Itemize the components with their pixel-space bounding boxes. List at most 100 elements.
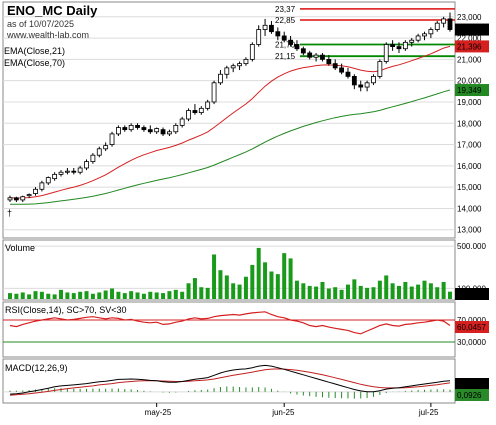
volume-bar <box>231 283 236 299</box>
volume-y-tick: 500.000 <box>457 242 486 251</box>
candle-body <box>39 182 45 190</box>
volume-panel: Volume <box>2 239 456 301</box>
rsi-line <box>9 311 451 335</box>
candle-body <box>383 44 389 62</box>
candle-body <box>224 67 230 75</box>
volume-bar <box>14 293 19 299</box>
macd-panel: MACD(12,26,9) <box>2 358 456 404</box>
macd-signal-line <box>9 368 451 396</box>
volume-bar <box>27 294 32 299</box>
volume-bar <box>224 275 229 299</box>
price-y-axis: 23,000 22,000 21,000 20,000 19,000 18,000 17,0… <box>457 13 482 235</box>
rsi-title: RSI(Close,14), SC>70, SV<30 <box>5 305 127 315</box>
candle-body <box>237 63 242 67</box>
volume-bar <box>65 292 70 299</box>
price-level-label: 23,37 <box>275 5 296 14</box>
volume-bar <box>84 291 89 299</box>
chart-title: ENO_MC Daily <box>7 3 98 18</box>
candle-body <box>64 170 70 173</box>
volume-last-tag: 56.360 <box>457 290 482 299</box>
volume-bar <box>154 292 159 299</box>
macd-line <box>9 364 451 395</box>
candle-body <box>179 118 185 126</box>
ema70-line <box>10 89 451 205</box>
volume-bar <box>314 286 319 299</box>
candle-body <box>256 29 262 45</box>
candle-body <box>269 24 274 33</box>
ema21-legend: EMA(Close,21) <box>4 46 65 56</box>
candle-body <box>122 127 128 131</box>
price-y-tick: 18,000 <box>457 119 482 128</box>
volume-bar <box>78 291 83 299</box>
candle-body <box>396 46 402 50</box>
candle-body <box>307 52 313 58</box>
volume-bar <box>263 262 268 299</box>
volume-bar <box>212 254 217 299</box>
macd-panel-frame <box>2 358 456 404</box>
candle-body <box>326 58 332 65</box>
volume-bar <box>135 292 140 299</box>
candle-body <box>135 124 140 128</box>
x-tick-label: may-25 <box>145 408 172 417</box>
candle-body <box>288 39 293 45</box>
price-y-tick: 20,000 <box>457 77 482 86</box>
volume-bar <box>294 280 299 299</box>
candle-body <box>211 82 217 103</box>
candle-body <box>358 84 364 88</box>
candle-body <box>128 124 134 131</box>
volume-bar <box>326 288 331 299</box>
volume-bar <box>307 285 312 299</box>
volume-bar <box>396 285 401 299</box>
candle-body <box>390 44 396 47</box>
candle-body <box>173 124 179 133</box>
price-y-tick: 21,000 <box>457 55 482 64</box>
volume-bar <box>301 283 306 299</box>
price-panel: 23,37 22,85 21,70 21,15 ENO_MC Daily as of … <box>2 1 456 239</box>
rsi-panel: RSI(Close,14), SC>70, SV<30 <box>2 301 456 358</box>
macd-last-tag: 0,4787 <box>457 380 482 389</box>
volume-bar <box>186 283 191 299</box>
candle-body <box>351 76 357 86</box>
candle-body <box>409 39 415 43</box>
candle-body <box>230 65 236 69</box>
candle-body <box>281 35 287 41</box>
volume-bar <box>384 275 389 299</box>
price-level-label: 21,15 <box>275 52 296 61</box>
candle-body <box>84 161 89 169</box>
price-y-tick: 14,000 <box>457 204 482 213</box>
volume-bar <box>59 289 64 299</box>
candle-body <box>141 127 147 131</box>
candle-body <box>339 67 344 73</box>
price-y-tick: 23,000 <box>457 13 482 22</box>
price-last-tags: 22,350 21,396 19,349 <box>455 23 489 97</box>
rsi-y-axis: 70,0000 30,0000 60,0457 <box>455 316 489 347</box>
volume-bar <box>33 291 38 299</box>
macd-hist-last-tag: 0,0926 <box>457 391 482 400</box>
chart-date: as of 10/07/2025 <box>7 19 74 29</box>
volume-bar <box>39 291 44 299</box>
volume-bar <box>97 292 102 299</box>
candle-body <box>428 29 434 35</box>
ema21-tag-bg <box>455 40 489 53</box>
candle-body <box>160 129 166 135</box>
volume-last-tag-bg <box>455 288 489 300</box>
volume-bar <box>20 292 25 299</box>
candle-body <box>249 44 255 60</box>
candle-body <box>422 33 427 37</box>
candle-body <box>441 18 447 24</box>
macd-last-tags: 0,4787 0,0926 <box>455 378 489 401</box>
rsi-panel-frame <box>2 301 456 358</box>
price-level-label: 22,85 <box>275 16 296 25</box>
candle-body <box>371 76 376 84</box>
price-y-tick: 13,000 <box>457 226 482 235</box>
candle-body <box>434 22 440 30</box>
last-price-tag: 22,350 <box>457 26 482 35</box>
rsi-y-tick: 70,0000 <box>457 316 486 325</box>
candle-body <box>275 31 281 37</box>
volume-bar <box>52 294 57 299</box>
volume-bar <box>345 284 350 299</box>
candle-body <box>377 61 383 77</box>
volume-bar <box>199 287 204 299</box>
